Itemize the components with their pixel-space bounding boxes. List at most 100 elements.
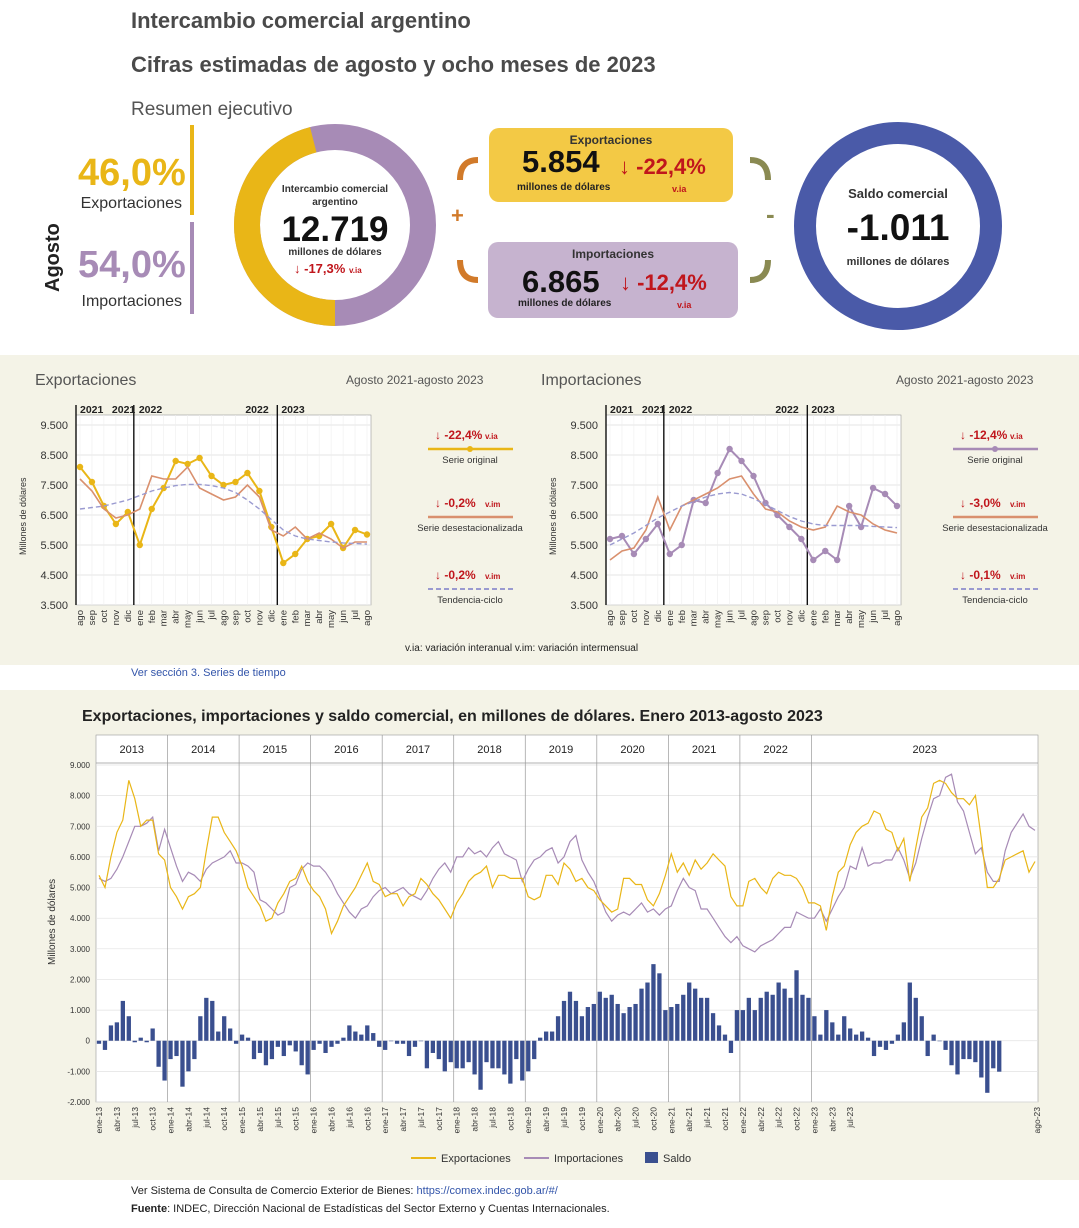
saldo-bar xyxy=(162,1040,167,1081)
saldo-bar xyxy=(436,1040,441,1060)
legend-tag: v.im xyxy=(485,500,500,509)
saldo-bar xyxy=(579,1016,585,1041)
saldo-bar xyxy=(597,991,602,1041)
x-tick-label: oct-16 xyxy=(362,1107,372,1131)
saldo-bar xyxy=(716,1025,722,1041)
saldo-bar xyxy=(132,1040,137,1043)
bracket-right-bottom xyxy=(749,259,771,283)
saldo-bar xyxy=(549,1031,555,1041)
saldo-bar xyxy=(871,1040,877,1057)
x-tick-label: ene xyxy=(665,610,676,626)
x-tick-label: jul-23 xyxy=(845,1107,855,1129)
x-tick-label: oct-18 xyxy=(505,1107,515,1131)
legend-tag: v.ia xyxy=(485,432,498,441)
legend-marker xyxy=(467,446,473,452)
saldo-bar xyxy=(734,1010,740,1041)
saldo-bar xyxy=(311,1040,316,1050)
x-tick-label: ene-22 xyxy=(738,1107,748,1134)
legend-label: Serie desestacionalizada xyxy=(942,523,1048,534)
comex-link[interactable]: https://comex.indec.gob.ar/#/ xyxy=(416,1185,558,1197)
imports-card-variation: ↓ -12,4% xyxy=(620,270,707,295)
x-tick-label: jul-21 xyxy=(702,1107,712,1129)
y-tick-label: 4.500 xyxy=(40,570,68,582)
x-tick-label: abr xyxy=(314,610,325,624)
saldo-bar xyxy=(806,997,811,1041)
series-section-link[interactable]: Ver sección 3. Series de tiempo xyxy=(131,667,286,679)
x-tick-label: jul-19 xyxy=(559,1107,569,1129)
saldo-bar xyxy=(275,1040,280,1047)
imports-line xyxy=(98,773,1036,953)
series-line xyxy=(609,491,898,546)
data-point xyxy=(160,484,167,492)
legend-label: Tendencia-ciclo xyxy=(437,595,502,606)
data-point xyxy=(76,463,84,471)
ring-variation: ↓ -17,3% v.ia xyxy=(294,261,362,276)
saldo-bar xyxy=(830,1022,835,1041)
saldo-bar xyxy=(704,997,710,1041)
saldo-bar xyxy=(651,964,656,1041)
saldo-bar xyxy=(186,1040,191,1072)
data-point xyxy=(654,520,662,528)
legend-item: ↓ -22,4% v.ia Serie original xyxy=(428,428,513,466)
saldo-bar xyxy=(979,1040,984,1078)
x-tick-label: oct-17 xyxy=(434,1107,444,1131)
data-point xyxy=(196,454,203,462)
x-tick-label: jun xyxy=(338,610,349,624)
data-point xyxy=(280,559,287,567)
saldo-bar xyxy=(573,1000,579,1041)
y-axis-label: Millones de dólares xyxy=(47,879,58,965)
legend-label-imports: Importaciones xyxy=(554,1153,624,1165)
saldo-bar xyxy=(782,988,787,1041)
saldo-bar xyxy=(943,1040,948,1050)
saldo-ring xyxy=(794,122,1002,330)
saldo-bar xyxy=(251,1040,257,1060)
legend-variation: ↓ -22,4% xyxy=(435,428,483,442)
year-label: 2023 xyxy=(912,744,936,756)
saldo-bar xyxy=(228,1028,233,1041)
saldo-bar xyxy=(156,1040,161,1067)
year-label: 2023 xyxy=(811,404,835,416)
data-point xyxy=(702,499,709,507)
saldo-bar xyxy=(412,1040,418,1047)
y-tick-label: 3.000 xyxy=(70,945,91,954)
data-point xyxy=(881,490,889,498)
y-tick-label: 9.500 xyxy=(40,420,68,432)
x-tick-label: oct xyxy=(629,610,640,623)
saldo-bar xyxy=(621,1013,626,1041)
chart-title: Exportaciones xyxy=(35,372,136,389)
saldo-bar xyxy=(168,1040,173,1060)
legend-label: Tendencia-ciclo xyxy=(962,595,1027,606)
legend-item: ↓ -0,2% v.im Tendencia-ciclo xyxy=(428,568,513,606)
y-tick-label: 5.000 xyxy=(70,884,91,893)
saldo-value: -1.011 xyxy=(846,207,950,248)
x-tick-label: jun xyxy=(868,610,879,624)
saldo-bar xyxy=(406,1040,412,1057)
saldo-bar xyxy=(520,1040,525,1081)
imports-card-var-tag: v.ia xyxy=(677,300,692,310)
x-tick-label: jul xyxy=(350,610,361,621)
x-tick-label: ene xyxy=(135,610,146,626)
saldo-bar xyxy=(347,1025,352,1041)
x-tick-label: abr-17 xyxy=(398,1107,408,1132)
x-tick-label: mar xyxy=(302,610,313,626)
saldo-bar xyxy=(907,982,912,1041)
saldo-bar xyxy=(317,1040,322,1044)
saldo-bar xyxy=(424,1040,430,1069)
saldo-bar xyxy=(746,997,751,1041)
series-line xyxy=(609,475,898,561)
saldo-bar xyxy=(216,1031,221,1041)
saldo-bar xyxy=(245,1037,251,1041)
saldo-bar xyxy=(985,1040,990,1093)
x-tick-label: may xyxy=(183,610,194,628)
saldo-bar xyxy=(496,1040,501,1069)
exports-share-bar xyxy=(190,125,194,215)
x-tick-label: oct xyxy=(99,610,110,623)
data-point xyxy=(893,502,901,510)
saldo-bar xyxy=(687,982,692,1041)
saldo-bar xyxy=(561,1000,567,1041)
x-tick-label: ene-14 xyxy=(166,1107,176,1134)
saldo-bar xyxy=(466,1040,471,1063)
x-tick-label: abr-21 xyxy=(684,1107,694,1132)
y-tick-label: 5.500 xyxy=(40,540,68,552)
saldo-bar xyxy=(681,994,686,1041)
